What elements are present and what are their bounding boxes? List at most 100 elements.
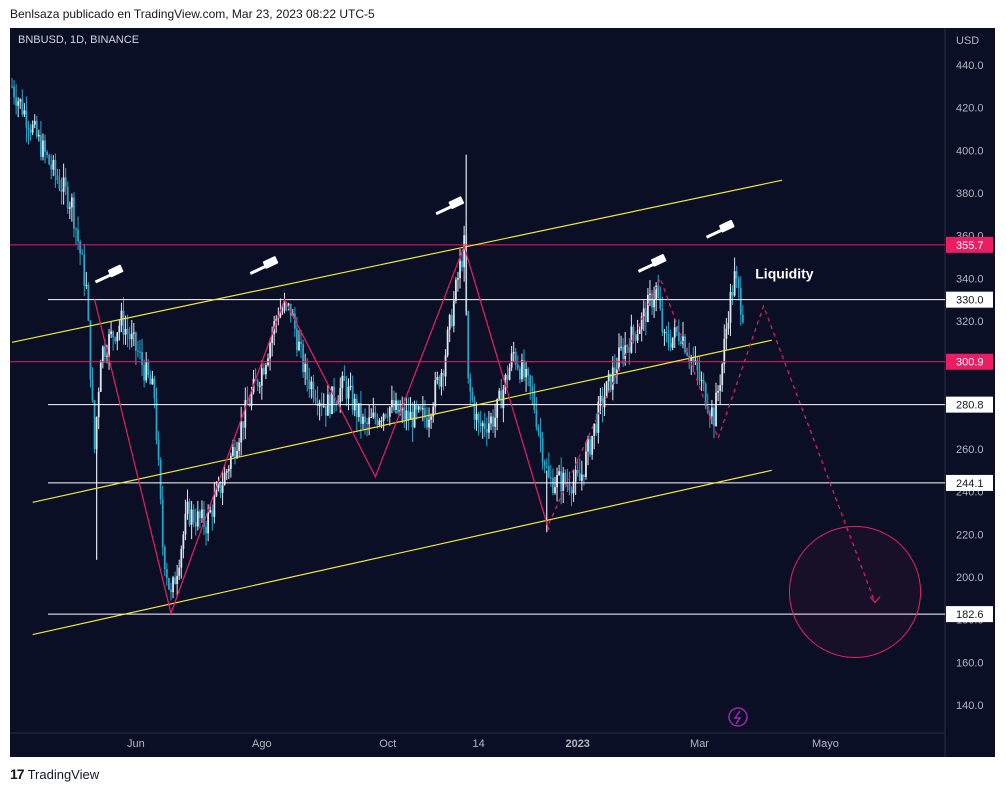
- candle-body: [651, 293, 653, 308]
- candle-body: [636, 333, 639, 341]
- candle-body: [341, 375, 344, 389]
- candle-body: [690, 357, 693, 362]
- candle-body: [663, 331, 666, 333]
- candle-body: [372, 412, 375, 418]
- candle-body: [203, 509, 205, 527]
- candle-body: [349, 385, 352, 387]
- candle-body: [153, 378, 156, 399]
- candle-body: [531, 386, 534, 392]
- candle-body: [541, 437, 544, 462]
- candle-body: [386, 416, 389, 418]
- candle-body: [40, 134, 42, 157]
- price-chart[interactable]: USD140.0160.0180.0200.0220.0240.0260.028…: [10, 28, 995, 757]
- candle-body: [504, 374, 507, 390]
- candle-body: [591, 435, 594, 455]
- candle-body: [355, 398, 358, 418]
- candle-body: [473, 400, 476, 420]
- candle-body: [483, 423, 486, 429]
- candle-body: [477, 413, 480, 423]
- candle-body: [628, 346, 631, 353]
- candle-body: [624, 345, 627, 359]
- candle-body: [376, 418, 379, 426]
- lightning-bolt-icon: [733, 710, 742, 725]
- candle-body: [547, 466, 550, 478]
- price-level-tag: [946, 353, 993, 370]
- y-tick-label: 420.0: [956, 103, 984, 115]
- candle-body: [19, 99, 22, 102]
- candle-body: [597, 401, 600, 433]
- candle-body: [529, 375, 532, 387]
- candle-body: [242, 421, 245, 428]
- candle-body: [446, 329, 449, 356]
- candle-body: [669, 343, 672, 348]
- gavel-icon: [94, 264, 124, 284]
- candle-body: [56, 175, 59, 181]
- candle-body: [58, 180, 61, 190]
- y-tick-label: 160.0: [956, 657, 984, 669]
- candle-body: [525, 368, 527, 378]
- candle-body: [587, 439, 589, 452]
- candle-body: [219, 481, 222, 493]
- lightning-icon[interactable]: [728, 707, 748, 727]
- footer-brand[interactable]: TradingView: [27, 766, 100, 782]
- candle-body: [139, 351, 141, 353]
- candle-body: [351, 385, 354, 411]
- gavel-icon: [249, 256, 279, 275]
- candle-body: [622, 346, 625, 359]
- candle-body: [130, 333, 133, 340]
- candle-body: [213, 495, 216, 517]
- y-tick-label: 320.0: [956, 316, 984, 328]
- candle-body: [535, 410, 538, 428]
- candle-body: [236, 451, 238, 458]
- candle-body: [539, 431, 542, 438]
- candle-body: [471, 391, 474, 401]
- price-level-tag: [946, 396, 993, 413]
- candle-body: [713, 407, 715, 427]
- annotation-text: Liquidity: [755, 265, 814, 281]
- price-level-label: 300.9: [956, 357, 984, 369]
- candle-body: [31, 124, 34, 133]
- candle-body: [205, 526, 207, 534]
- y-tick-label: 380.0: [956, 188, 984, 200]
- candle-body: [737, 278, 740, 289]
- candle-body: [101, 346, 104, 363]
- candle-body: [196, 511, 199, 527]
- candle-body: [646, 294, 649, 322]
- candle-body: [444, 355, 447, 377]
- candle-body: [256, 380, 259, 387]
- candle-body: [552, 477, 554, 494]
- candle-body: [68, 207, 71, 209]
- gavel-icon: [637, 254, 667, 273]
- candle-body: [182, 534, 185, 549]
- candle-body: [457, 278, 459, 280]
- candle-body: [112, 331, 115, 338]
- candle-body: [89, 320, 92, 380]
- candle-body: [190, 509, 193, 525]
- candle-body: [450, 315, 453, 326]
- candle-body: [741, 314, 744, 323]
- candle-body: [562, 472, 565, 492]
- candle-body: [516, 364, 519, 369]
- candle-body: [15, 97, 18, 106]
- candle-body: [442, 372, 445, 377]
- candle-body: [223, 472, 226, 485]
- candle-body: [227, 468, 230, 472]
- candle-body: [725, 328, 728, 339]
- candle-body: [694, 360, 697, 362]
- candle-body: [498, 390, 501, 399]
- price-level-tag: [946, 606, 993, 623]
- candle-body: [221, 484, 224, 493]
- candle-body: [174, 577, 177, 585]
- candle-body: [719, 384, 722, 391]
- candle-body: [211, 510, 214, 517]
- candle-body: [42, 140, 44, 157]
- candle-body: [134, 332, 137, 351]
- y-tick-label: 340.0: [956, 273, 984, 285]
- candle-body: [118, 325, 121, 333]
- candle-body: [180, 548, 183, 568]
- candle-body: [560, 471, 563, 492]
- candle-body: [114, 337, 117, 342]
- candle-body: [240, 421, 243, 443]
- price-level-label: 244.1: [956, 478, 984, 490]
- candle-body: [157, 439, 160, 460]
